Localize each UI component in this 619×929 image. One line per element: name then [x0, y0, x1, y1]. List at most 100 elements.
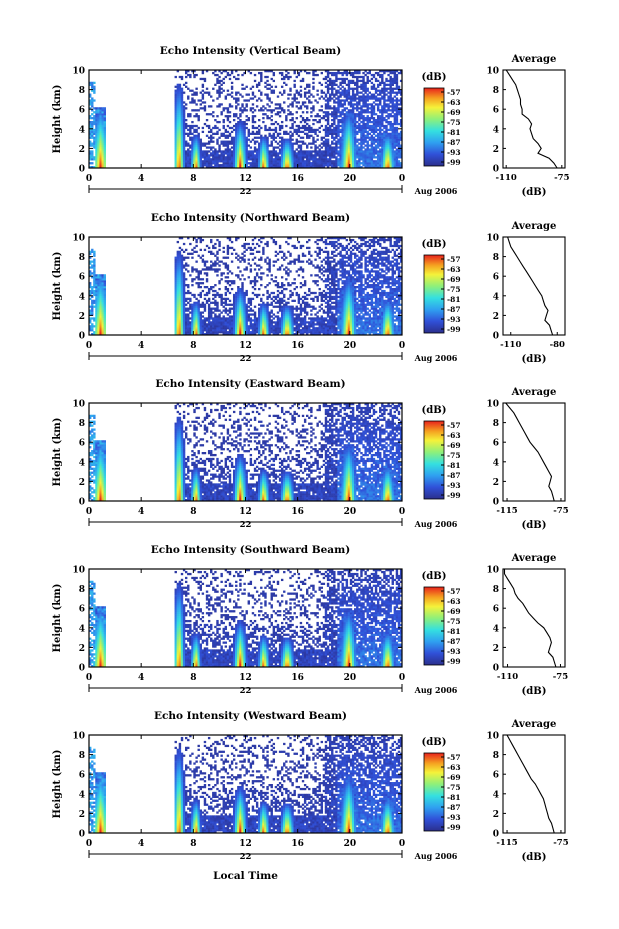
heatmap-cell — [258, 329, 261, 332]
heatmap-cell — [212, 297, 215, 301]
heatmap-cell — [379, 75, 382, 79]
heatmap-cell — [295, 160, 298, 163]
heatmap-cell — [182, 323, 186, 326]
heatmap-cell — [235, 321, 238, 324]
heatmap-cell — [214, 254, 217, 257]
heatmap-cell — [216, 142, 219, 145]
heatmap-cell — [191, 160, 194, 163]
heatmap-cell — [253, 313, 257, 316]
heatmap-cell — [212, 301, 215, 304]
heatmap-cell — [191, 138, 194, 141]
heatmap-cell — [372, 73, 376, 77]
heatmap-cell — [328, 97, 332, 100]
heatmap-cell — [391, 146, 394, 149]
heatmap-cell — [97, 132, 100, 135]
heatmap-cell — [176, 101, 180, 104]
heatmap-cell — [268, 262, 271, 265]
heatmap-cell — [268, 303, 271, 306]
heatmap-cell — [324, 142, 328, 145]
heatmap-cell — [191, 150, 194, 153]
heatmap-cell — [239, 323, 242, 326]
heatmap-cell — [395, 138, 399, 141]
heatmap-cell — [207, 311, 211, 314]
heatmap-cell — [101, 315, 104, 318]
heatmap-cell — [399, 144, 403, 147]
heatmap-cell — [239, 260, 242, 263]
heatmap-cell — [180, 280, 184, 283]
heatmap-cell — [366, 89, 369, 92]
heatmap-cell — [243, 156, 246, 159]
heatmap-cell — [224, 291, 228, 295]
heatmap-cell — [310, 152, 313, 155]
heatmap-cell — [356, 126, 359, 130]
heatmap-cell — [182, 307, 186, 310]
heatmap-cell — [260, 284, 263, 287]
heatmap-cell — [226, 73, 230, 77]
heatmap-cell — [308, 130, 311, 134]
heatmap-cell — [291, 132, 294, 135]
heatmap-cell — [176, 85, 180, 88]
heatmap-cell — [293, 95, 296, 98]
heatmap-cell — [262, 105, 265, 108]
heatmap-cell — [101, 132, 104, 135]
heatmap-cell — [95, 297, 98, 301]
heatmap-cell — [187, 113, 190, 116]
heatmap-cell — [243, 303, 246, 306]
heatmap-cell — [331, 128, 334, 132]
heatmap-cell — [331, 71, 334, 75]
heatmap-cell — [389, 138, 392, 141]
heatmap-cell — [199, 272, 202, 275]
heatmap-cell — [214, 262, 217, 265]
heatmap-cell — [176, 264, 180, 267]
heatmap-cell — [310, 158, 313, 161]
heatmap-cell — [218, 103, 221, 106]
heatmap-cell — [191, 132, 194, 135]
heatmap-cell — [322, 162, 326, 165]
heatmap-cell — [203, 164, 207, 167]
heatmap-cell — [328, 113, 332, 116]
heatmap-cell — [237, 313, 240, 316]
heatmap-cell — [393, 87, 397, 90]
heatmap-cell — [220, 274, 223, 277]
heatmap-cell — [376, 142, 380, 145]
heatmap-cell — [328, 126, 332, 130]
heatmap-cell — [347, 130, 351, 134]
heatmap-cell — [349, 81, 353, 85]
heatmap-cell — [328, 152, 332, 155]
heatmap-cell — [379, 154, 382, 157]
heatmap-cell — [391, 126, 394, 130]
heatmap-cell — [278, 115, 282, 118]
heatmap-cell — [180, 284, 184, 287]
heatmap-cell — [237, 297, 240, 301]
heatmap-cell — [191, 126, 194, 130]
heatmap-cell — [283, 138, 286, 141]
heatmap-cell — [103, 120, 106, 124]
heatmap-cell — [287, 75, 290, 79]
heatmap-cell — [383, 119, 386, 122]
heatmap-cell — [266, 284, 269, 287]
heatmap-cell — [174, 287, 177, 291]
heatmap-cell — [214, 154, 217, 157]
heatmap-cell — [299, 95, 303, 98]
heatmap-cell — [291, 156, 294, 159]
heatmap-cell — [295, 166, 298, 169]
heatmap-cell — [272, 280, 276, 283]
heatmap-cell — [174, 289, 177, 293]
heatmap-cell — [354, 103, 357, 106]
heatmap-cell — [197, 311, 200, 314]
heatmap-cell — [389, 166, 392, 169]
heatmap-cell — [368, 164, 371, 167]
heatmap-cell — [303, 101, 307, 104]
heatmap-cell — [89, 83, 92, 86]
heatmap-cell — [266, 240, 269, 244]
heatmap-cell — [253, 160, 257, 163]
heatmap-cell — [239, 120, 242, 124]
heatmap-cell — [370, 130, 374, 134]
heatmap-cell — [260, 333, 263, 336]
heatmap-cell — [218, 317, 221, 320]
heatmap-cell — [262, 313, 265, 316]
heatmap-cell — [176, 293, 180, 297]
heatmap-cell — [218, 268, 221, 271]
heatmap-cell — [368, 132, 371, 135]
